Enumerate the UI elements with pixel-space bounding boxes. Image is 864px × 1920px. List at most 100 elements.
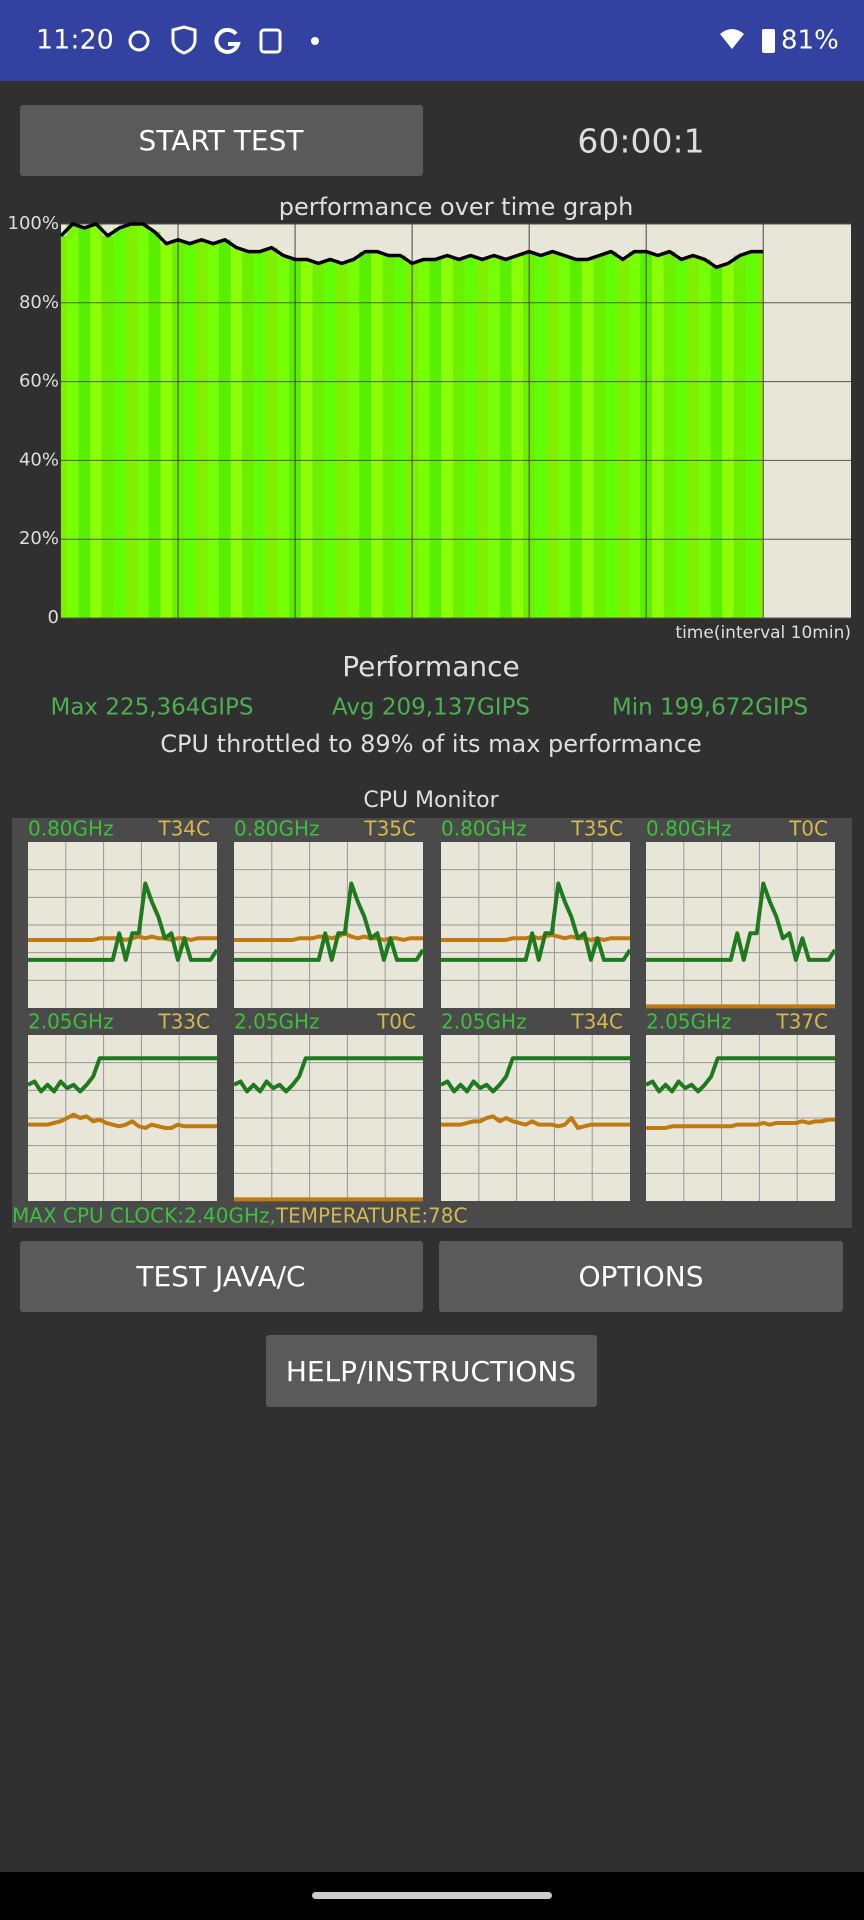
y-tick-label: 60% bbox=[19, 371, 59, 392]
x-axis-label: time(interval 10min) bbox=[675, 623, 851, 643]
help-label[interactable]: HELP/INSTRUCTIONS bbox=[286, 1355, 576, 1388]
core-temperature: T34C bbox=[157, 817, 210, 841]
start-test-button[interactable] bbox=[20, 105, 423, 176]
performance-bar bbox=[312, 263, 325, 619]
performance-bar bbox=[476, 259, 489, 619]
performance-bar bbox=[663, 251, 676, 619]
performance-bar bbox=[394, 255, 407, 619]
performance-bar bbox=[148, 231, 161, 619]
performance-line bbox=[59, 222, 764, 270]
test-java-c-button[interactable] bbox=[20, 1241, 423, 1312]
performance-bar bbox=[651, 255, 664, 619]
performance-bar bbox=[628, 251, 641, 619]
shield-icon bbox=[171, 25, 197, 55]
battery-icon bbox=[762, 29, 775, 53]
performance-bar bbox=[78, 227, 91, 619]
battery-level: 81% bbox=[781, 26, 839, 56]
options-button[interactable] bbox=[439, 1241, 843, 1312]
dot-icon bbox=[311, 37, 319, 45]
core-frequency: 2.05GHz bbox=[28, 1010, 114, 1034]
performance-bar bbox=[687, 255, 699, 619]
y-tick-label: 0 bbox=[48, 607, 59, 628]
options-label[interactable]: OPTIONS bbox=[578, 1260, 703, 1293]
performance-bar bbox=[534, 255, 547, 619]
timer: 60:00:1 bbox=[577, 122, 704, 161]
start-test-label[interactable]: START TEST bbox=[139, 124, 305, 157]
core-temperature: T34C bbox=[570, 1010, 623, 1034]
performance-bar bbox=[417, 259, 430, 619]
performance-bar bbox=[371, 251, 383, 619]
y-tick-label: 80% bbox=[19, 292, 59, 313]
performance-bar bbox=[183, 243, 196, 619]
performance-bar bbox=[300, 259, 313, 619]
home-handle[interactable] bbox=[312, 1892, 552, 1899]
performance-bar bbox=[254, 251, 266, 619]
performance-bar bbox=[382, 255, 395, 619]
max-stat: Max 225,364GIPS bbox=[50, 695, 253, 721]
y-tick-label: 40% bbox=[19, 449, 59, 470]
performance-bar bbox=[195, 239, 208, 619]
core-temperature: T35C bbox=[570, 817, 623, 841]
performance-bar bbox=[324, 259, 337, 619]
performance-bar bbox=[710, 267, 723, 619]
core-temperature: T37C bbox=[775, 1010, 828, 1034]
wifi-icon bbox=[720, 29, 744, 49]
performance-bar bbox=[242, 251, 255, 619]
performance-bar bbox=[488, 255, 500, 619]
core-frequency: 2.05GHz bbox=[234, 1010, 320, 1034]
core-temperature: T35C bbox=[363, 817, 416, 841]
performance-bar bbox=[733, 255, 746, 619]
settings-icon bbox=[128, 30, 150, 52]
avg-stat: Avg 209,137GIPS bbox=[332, 695, 530, 721]
frequency-line bbox=[234, 881, 425, 962]
core-frequency: 0.80GHz bbox=[28, 817, 114, 841]
performance-bar bbox=[757, 251, 764, 619]
performance-bar bbox=[546, 251, 559, 619]
performance-bar bbox=[441, 255, 454, 619]
clock: 11:20 bbox=[36, 25, 114, 56]
performance-bar bbox=[218, 239, 231, 619]
core-frequency: 2.05GHz bbox=[646, 1010, 732, 1034]
core-temperature: T0C bbox=[376, 1010, 416, 1034]
performance-bar bbox=[605, 251, 618, 619]
temperature-line bbox=[28, 1112, 217, 1130]
performance-bar bbox=[160, 243, 173, 619]
frequency-line bbox=[645, 1056, 835, 1094]
temperature-line bbox=[441, 1114, 630, 1130]
performance-bar bbox=[335, 263, 348, 619]
performance-bar bbox=[570, 259, 582, 619]
frequency-line bbox=[646, 881, 837, 962]
core-frequency: 2.05GHz bbox=[441, 1010, 527, 1034]
test-java-c-label[interactable]: TEST JAVA/C bbox=[135, 1260, 305, 1293]
performance-bar bbox=[558, 255, 571, 619]
notification-icon bbox=[259, 28, 282, 54]
frequency-line bbox=[27, 1056, 217, 1094]
performance-bar bbox=[698, 259, 711, 619]
cpu-monitor-title: CPU Monitor bbox=[363, 788, 499, 813]
max-clock: MAX CPU CLOCK:2.40GHz, bbox=[12, 1204, 276, 1228]
performance-bar bbox=[60, 235, 67, 619]
performance-bar bbox=[125, 223, 138, 619]
core-frequency: 0.80GHz bbox=[646, 817, 732, 841]
core-frequency: 0.80GHz bbox=[234, 817, 320, 841]
temperature-line bbox=[646, 1117, 835, 1130]
performance-bar bbox=[101, 235, 114, 619]
help-button[interactable] bbox=[266, 1335, 597, 1407]
performance-bar bbox=[207, 243, 220, 619]
performance-bar bbox=[429, 259, 442, 619]
performance-bar bbox=[113, 227, 126, 619]
performance-bar bbox=[616, 259, 629, 619]
frequency-line bbox=[233, 1056, 423, 1094]
min-stat: Min 199,672GIPS bbox=[612, 695, 808, 721]
throttle-summary: CPU throttled to 89% of its max performa… bbox=[160, 730, 701, 758]
performance-title: Performance bbox=[342, 650, 519, 683]
google-icon bbox=[214, 27, 241, 54]
performance-bar bbox=[452, 259, 465, 619]
performance-bar bbox=[464, 255, 477, 619]
status-bar bbox=[0, 0, 864, 81]
frequency-line bbox=[441, 881, 632, 962]
performance-bar bbox=[347, 259, 360, 619]
performance-bar bbox=[745, 251, 758, 619]
core-frequency: 0.80GHz bbox=[441, 817, 527, 841]
